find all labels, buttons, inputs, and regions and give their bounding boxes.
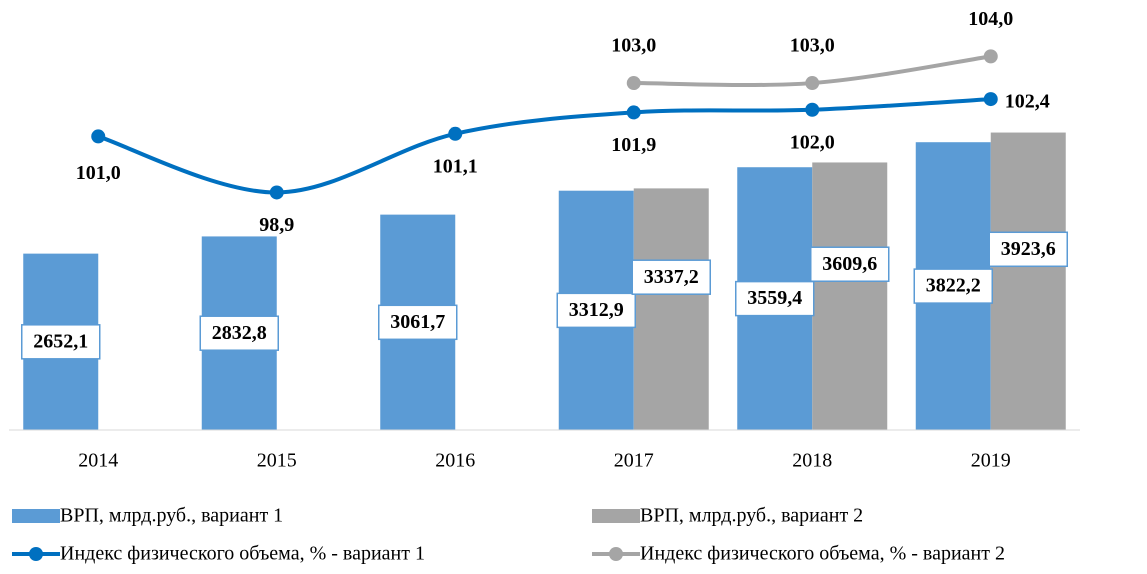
bar <box>990 132 1066 430</box>
line-marker <box>626 105 641 120</box>
data-label-text: 2832,8 <box>212 322 267 344</box>
data-label: 101,9 <box>611 134 656 156</box>
data-label: 103,0 <box>790 35 835 57</box>
data-label-text: 3822,2 <box>926 275 981 297</box>
label-box <box>378 304 458 341</box>
label-box <box>21 324 101 360</box>
label-box <box>913 268 993 304</box>
data-label: 2832,8 <box>199 315 279 351</box>
bar <box>633 188 709 430</box>
data-label: 102,0 <box>790 131 835 153</box>
legend-marker <box>29 547 43 561</box>
legend-label: Индекс физического объема, % - вариант 2 <box>640 543 1005 565</box>
data-label: 103,0 <box>611 35 656 57</box>
label-box <box>631 259 711 295</box>
data-label: 102,4 <box>1005 91 1050 113</box>
data-label: 3923,6 <box>988 231 1068 268</box>
label-box <box>810 246 890 282</box>
x-tick-label: 2014 <box>78 450 118 472</box>
data-label: 3061,7 <box>378 304 458 341</box>
x-tick-label: 2018 <box>792 450 832 472</box>
x-tick-label: 2019 <box>971 450 1011 472</box>
data-label-text: 3337,2 <box>644 266 699 288</box>
line-marker <box>983 49 998 64</box>
legend-swatch <box>592 509 640 523</box>
label-box <box>199 315 279 351</box>
data-label-text: 3061,7 <box>390 311 445 333</box>
legend-swatch <box>12 509 60 523</box>
data-label: 104,0 <box>968 8 1013 30</box>
line-marker <box>269 185 284 200</box>
line-marker <box>805 76 820 91</box>
data-label-text: 3312,9 <box>569 299 624 321</box>
legend-label: ВРП, млрд.руб., вариант 2 <box>640 505 863 527</box>
legend-label: ВРП, млрд.руб., вариант 1 <box>60 505 283 527</box>
data-label: 3822,2 <box>913 268 993 304</box>
data-label-text: 2652,1 <box>33 330 88 352</box>
line-marker <box>91 129 106 144</box>
data-label: 3312,9 <box>556 292 636 329</box>
data-label: 101,0 <box>76 162 121 184</box>
line-marker <box>448 126 463 141</box>
data-label: 2652,1 <box>21 324 101 360</box>
line-marker <box>626 76 641 91</box>
x-tick-label: 2017 <box>614 450 654 472</box>
line-marker <box>805 102 820 117</box>
line <box>97 97 991 195</box>
data-label: 3559,4 <box>735 280 815 317</box>
data-label: 3337,2 <box>631 259 711 295</box>
data-label: 101,1 <box>433 155 478 177</box>
data-label: 3609,6 <box>810 246 890 282</box>
label-box <box>556 292 636 329</box>
x-tick-label: 2015 <box>257 450 297 472</box>
x-tick-label: 2016 <box>435 450 475 472</box>
line-marker <box>983 92 998 107</box>
legend-label: Индекс физического объема, % - вариант 1 <box>60 543 425 565</box>
data-label-text: 3609,6 <box>822 253 877 275</box>
legend-marker <box>609 547 623 561</box>
label-box <box>735 280 815 317</box>
data-label-text: 3923,6 <box>1001 238 1056 260</box>
data-label: 98,9 <box>259 214 294 236</box>
bar <box>812 162 888 430</box>
data-label-text: 3559,4 <box>747 287 802 309</box>
label-box <box>988 231 1068 268</box>
